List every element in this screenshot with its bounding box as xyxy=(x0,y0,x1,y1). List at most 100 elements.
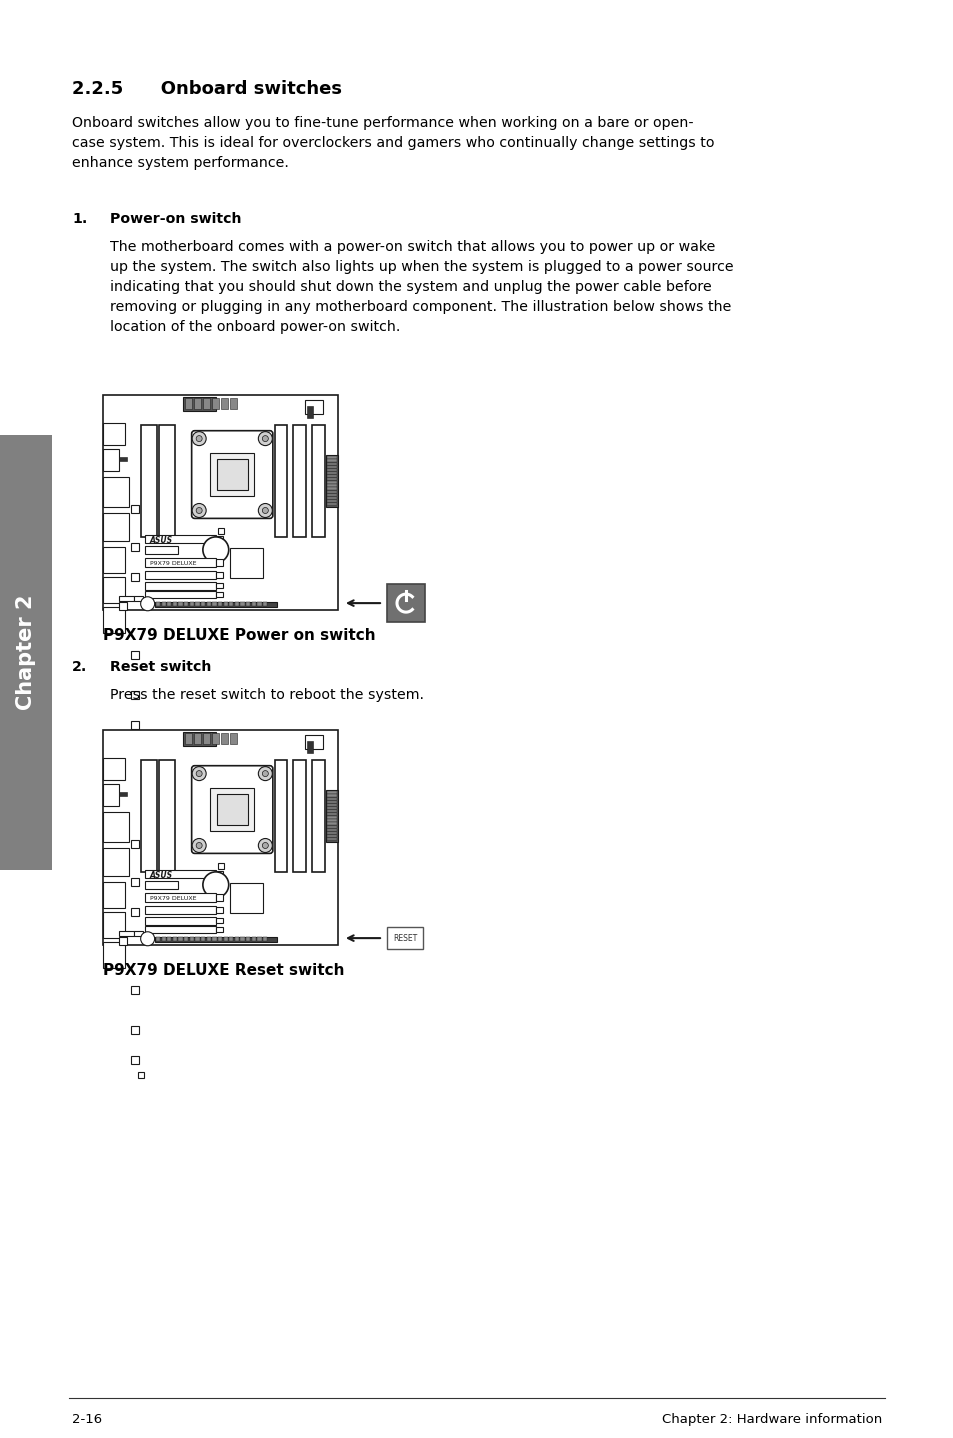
Bar xyxy=(145,571,215,580)
Bar xyxy=(131,1025,139,1034)
Bar xyxy=(326,487,336,490)
Bar xyxy=(326,466,336,467)
Bar xyxy=(213,603,216,605)
Text: Power-on switch: Power-on switch xyxy=(110,211,241,226)
Bar xyxy=(212,398,218,408)
Bar xyxy=(326,482,336,483)
Bar xyxy=(326,835,336,837)
Bar xyxy=(230,883,262,913)
Bar xyxy=(240,603,245,605)
Bar xyxy=(145,917,215,925)
Bar xyxy=(172,938,177,940)
Bar xyxy=(119,603,128,611)
Circle shape xyxy=(196,436,202,441)
Bar xyxy=(213,938,216,940)
Circle shape xyxy=(140,597,154,611)
Bar xyxy=(145,870,215,879)
Bar xyxy=(326,477,336,480)
Bar xyxy=(131,879,139,886)
Bar xyxy=(286,863,294,871)
Bar xyxy=(103,848,129,876)
Bar xyxy=(212,733,218,743)
Bar xyxy=(131,505,139,513)
Bar xyxy=(145,893,215,902)
Bar xyxy=(119,893,128,902)
Bar xyxy=(307,519,317,528)
Bar xyxy=(307,892,317,900)
Text: P9X79 DELUXE: P9X79 DELUXE xyxy=(150,561,196,565)
Text: Chapter 2: Hardware information: Chapter 2: Hardware information xyxy=(661,1414,882,1426)
Text: RESET: RESET xyxy=(393,933,416,943)
Bar xyxy=(184,938,188,940)
Bar xyxy=(183,732,215,746)
Bar xyxy=(326,503,336,505)
Text: Reset switch: Reset switch xyxy=(110,660,212,674)
Bar xyxy=(274,761,287,871)
Bar xyxy=(326,812,336,815)
Bar xyxy=(183,397,215,411)
Bar xyxy=(178,938,182,940)
Bar xyxy=(103,607,125,633)
Bar xyxy=(326,798,336,800)
Bar xyxy=(326,496,336,499)
Bar xyxy=(167,938,172,940)
Bar xyxy=(103,477,129,508)
Bar xyxy=(145,582,215,590)
Bar xyxy=(263,938,267,940)
Bar xyxy=(154,936,276,942)
Bar xyxy=(133,595,143,601)
Bar xyxy=(326,493,336,496)
Bar xyxy=(131,907,139,916)
Bar xyxy=(312,426,325,536)
Bar xyxy=(326,500,336,502)
Circle shape xyxy=(203,536,229,562)
Bar xyxy=(262,545,274,554)
Bar xyxy=(215,894,223,902)
Bar xyxy=(286,549,294,558)
Bar xyxy=(215,907,223,913)
Bar xyxy=(326,825,336,828)
Bar xyxy=(326,828,336,831)
Bar xyxy=(161,603,166,605)
Bar xyxy=(240,938,245,940)
Bar xyxy=(215,582,223,588)
Bar xyxy=(103,577,125,603)
Bar xyxy=(145,545,178,554)
Bar xyxy=(326,456,337,506)
Text: 1.: 1. xyxy=(71,211,88,226)
Bar xyxy=(293,426,306,536)
Bar xyxy=(326,475,336,477)
FancyBboxPatch shape xyxy=(387,584,424,623)
Bar xyxy=(218,863,224,870)
Bar xyxy=(215,559,223,567)
Bar xyxy=(307,741,314,752)
Bar xyxy=(145,591,215,598)
Bar xyxy=(203,398,210,408)
Bar xyxy=(154,603,276,607)
Bar xyxy=(193,733,201,743)
Bar xyxy=(326,791,336,794)
Bar xyxy=(257,603,261,605)
Circle shape xyxy=(258,503,272,518)
Bar xyxy=(326,810,336,812)
Bar xyxy=(305,735,323,749)
Bar xyxy=(307,876,317,884)
Bar xyxy=(167,603,172,605)
FancyBboxPatch shape xyxy=(192,431,273,519)
Bar xyxy=(103,423,125,444)
Bar xyxy=(207,603,211,605)
Bar xyxy=(159,761,175,871)
Bar xyxy=(326,791,337,841)
Bar xyxy=(263,603,267,605)
Bar xyxy=(262,858,274,867)
Bar xyxy=(172,603,177,605)
Text: P9X79 DELUXE Power on switch: P9X79 DELUXE Power on switch xyxy=(103,628,375,643)
Bar xyxy=(326,831,336,834)
Bar xyxy=(246,603,250,605)
Bar xyxy=(274,426,287,536)
Bar xyxy=(193,398,201,408)
Circle shape xyxy=(203,871,229,897)
Bar xyxy=(133,930,143,936)
Circle shape xyxy=(196,771,202,777)
Circle shape xyxy=(262,771,268,777)
